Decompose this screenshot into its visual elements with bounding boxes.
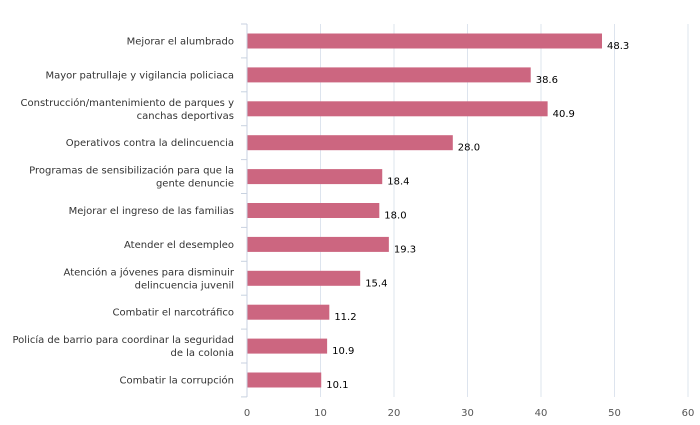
bars — [247, 33, 603, 388]
x-tick-label: 60 — [682, 408, 695, 419]
x-tick-label: 10 — [314, 408, 327, 419]
value-labels: 48.3 38.6 40.9 28.0 18.4 18.0 19.3 15.4 11.2 10.9… — [326, 41, 629, 391]
x-axis: 0 10 20 30 40 50 60 — [241, 23, 695, 419]
value-label: 48.3 — [607, 41, 629, 52]
x-tick-label: 50 — [608, 408, 621, 419]
category-label: Combatir el narcotráfico — [113, 307, 234, 319]
bar — [247, 372, 322, 388]
value-label: 40.9 — [553, 109, 575, 120]
grid-lines — [320, 24, 689, 397]
category-label: Operativos contra la delincuencia — [66, 138, 234, 149]
bar — [247, 169, 383, 185]
value-label: 28.0 — [458, 143, 480, 154]
value-label: 18.0 — [384, 211, 406, 222]
category-label: Atención a jóvenes para disminuir delincu… — [64, 266, 235, 291]
bar — [247, 338, 328, 354]
x-tick-label: 20 — [388, 408, 401, 419]
category-label: Mayor patrullaje y vigilancia policiaca — [45, 70, 234, 81]
bar — [247, 304, 330, 320]
bar — [247, 203, 380, 218]
category-label: Combatir la corrupción — [120, 375, 234, 387]
category-label: Policía de barrio para coordinar la segu… — [13, 334, 235, 359]
category-label: Atender el desempleo — [124, 240, 234, 251]
value-label: 11.2 — [334, 312, 356, 323]
category-label: Mejorar el alumbrado — [127, 37, 234, 48]
bar — [247, 236, 389, 252]
value-label: 19.3 — [394, 244, 416, 255]
bar — [247, 67, 531, 83]
bar — [247, 135, 453, 151]
value-label: 10.9 — [332, 346, 354, 357]
bar — [247, 101, 548, 117]
x-tick-label: 0 — [244, 408, 250, 419]
category-label: Mejorar el ingreso de las familias — [69, 206, 234, 217]
category-labels: Mejorar el alumbrado Mayor patrullaje y v… — [13, 37, 235, 387]
x-tick-label: 30 — [461, 408, 474, 419]
value-label: 18.4 — [387, 177, 409, 188]
value-label: 10.1 — [326, 380, 348, 391]
bar — [247, 270, 361, 286]
category-label: Programas de sensibilización para que la… — [29, 165, 234, 190]
value-label: 15.4 — [365, 278, 387, 289]
bar — [247, 33, 603, 49]
x-tick-label: 40 — [535, 408, 548, 419]
value-label: 38.6 — [536, 75, 558, 86]
